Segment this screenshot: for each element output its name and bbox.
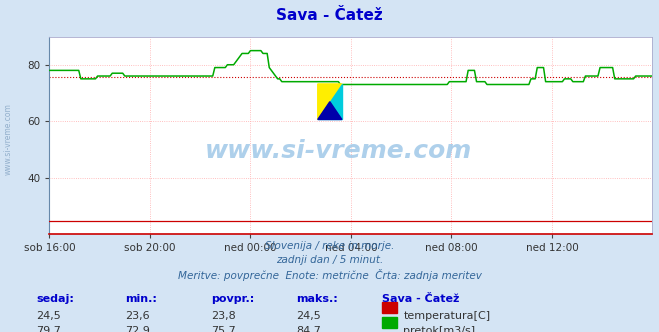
- Text: zadnji dan / 5 minut.: zadnji dan / 5 minut.: [276, 255, 383, 265]
- Text: maks.:: maks.:: [297, 294, 338, 304]
- Text: www.si-vreme.com: www.si-vreme.com: [3, 104, 13, 175]
- Text: Meritve: povprečne  Enote: metrične  Črta: zadnja meritev: Meritve: povprečne Enote: metrične Črta:…: [177, 269, 482, 281]
- Text: 79,7: 79,7: [36, 326, 61, 332]
- Text: pretok[m3/s]: pretok[m3/s]: [403, 326, 475, 332]
- Text: sedaj:: sedaj:: [36, 294, 74, 304]
- Text: 84,7: 84,7: [297, 326, 322, 332]
- Text: www.si-vreme.com: www.si-vreme.com: [205, 139, 473, 163]
- Text: 72,9: 72,9: [125, 326, 150, 332]
- Text: 23,6: 23,6: [125, 311, 150, 321]
- Text: 24,5: 24,5: [36, 311, 61, 321]
- Text: 24,5: 24,5: [297, 311, 322, 321]
- Text: 75,7: 75,7: [211, 326, 236, 332]
- Text: min.:: min.:: [125, 294, 157, 304]
- Text: povpr.:: povpr.:: [211, 294, 254, 304]
- Text: Slovenija / reke in morje.: Slovenija / reke in morje.: [265, 241, 394, 251]
- Text: temperatura[C]: temperatura[C]: [403, 311, 490, 321]
- Text: Sava - Čatež: Sava - Čatež: [276, 8, 383, 23]
- Text: 23,8: 23,8: [211, 311, 236, 321]
- Text: Sava - Čatež: Sava - Čatež: [382, 294, 459, 304]
